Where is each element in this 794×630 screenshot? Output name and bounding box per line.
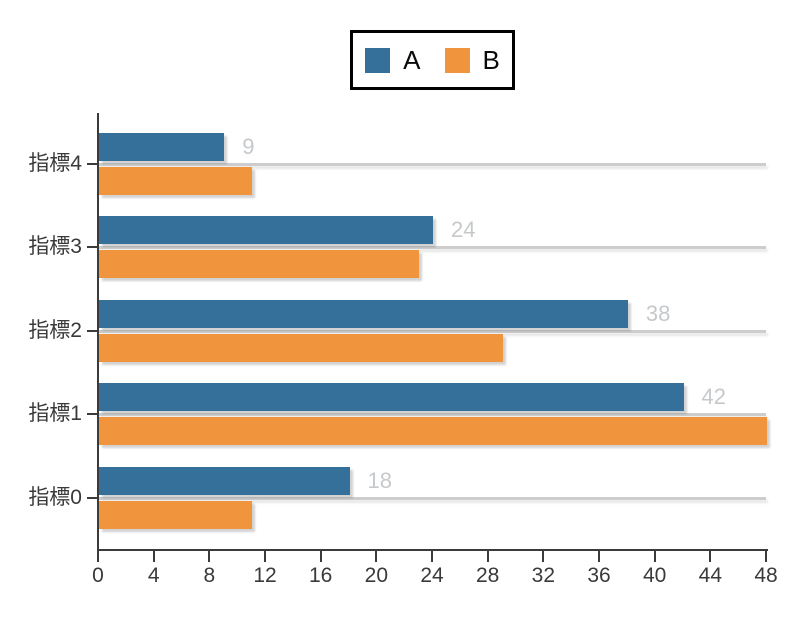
category-label: 指標4	[28, 151, 82, 175]
x-tick-label: 16	[308, 564, 333, 587]
x-tick-label: 24	[420, 564, 444, 587]
x-tick-label: 20	[364, 564, 388, 587]
x-tick-label: 36	[587, 564, 611, 587]
y-tick	[87, 413, 98, 416]
legend-label-b: B	[482, 45, 500, 75]
series-a-bar	[99, 132, 225, 161]
legend-item-b: B	[444, 45, 500, 75]
gridline	[98, 496, 766, 500]
series-b-bar	[99, 166, 253, 195]
x-tick	[709, 551, 712, 562]
x-tick	[598, 551, 600, 562]
value-label: 9	[242, 133, 255, 159]
series-b-bar	[99, 500, 253, 529]
legend-swatch-a-icon	[365, 47, 391, 73]
gridline	[98, 162, 766, 166]
y-tick	[87, 162, 98, 165]
x-tick-label: 0	[92, 564, 104, 587]
category-label: 指標0	[28, 485, 82, 509]
x-tick-label: 48	[754, 564, 778, 587]
legend-swatch-b-icon	[444, 47, 470, 73]
value-label: 42	[701, 384, 726, 410]
series-a-bar	[99, 383, 684, 412]
x-tick	[264, 551, 266, 562]
series-a-bar	[99, 216, 433, 245]
value-label: 24	[451, 217, 476, 243]
x-tick	[375, 551, 378, 562]
series-b-bar	[99, 250, 420, 279]
x-tick-label: 4	[147, 564, 160, 587]
x-tick-label: 44	[698, 564, 722, 587]
category-label: 指標2	[28, 318, 82, 342]
value-label: 18	[367, 467, 392, 493]
y-tick	[87, 496, 98, 499]
y-axis	[97, 113, 99, 552]
x-axis	[97, 549, 768, 551]
gridline	[98, 329, 766, 333]
gridline	[98, 413, 766, 417]
category-label: 指標3	[28, 235, 82, 259]
x-tick	[97, 551, 99, 562]
x-tick-label: 40	[642, 564, 667, 587]
x-tick	[765, 551, 767, 562]
value-label: 38	[645, 300, 671, 326]
y-tick	[87, 246, 98, 249]
x-tick	[542, 551, 545, 562]
series-a-bar	[99, 466, 350, 495]
y-tick	[87, 329, 98, 332]
series-b-bar	[99, 417, 767, 446]
x-tick	[431, 551, 433, 562]
x-tick-label: 12	[253, 564, 277, 587]
x-tick	[152, 551, 155, 562]
series-b-bar	[99, 333, 503, 362]
series-a-bar	[99, 299, 628, 328]
category-label: 指標1	[28, 402, 82, 426]
x-tick	[319, 551, 322, 562]
x-tick	[653, 551, 656, 562]
legend-label-a: A	[403, 45, 421, 75]
legend-box: A B	[350, 30, 515, 90]
x-tick	[486, 551, 489, 562]
gridline	[98, 246, 766, 250]
x-tick-label: 32	[531, 564, 555, 587]
x-tick	[208, 551, 211, 562]
x-tick-label: 8	[203, 564, 216, 587]
x-tick-label: 28	[475, 564, 500, 587]
legend-item-a: A	[365, 45, 421, 75]
